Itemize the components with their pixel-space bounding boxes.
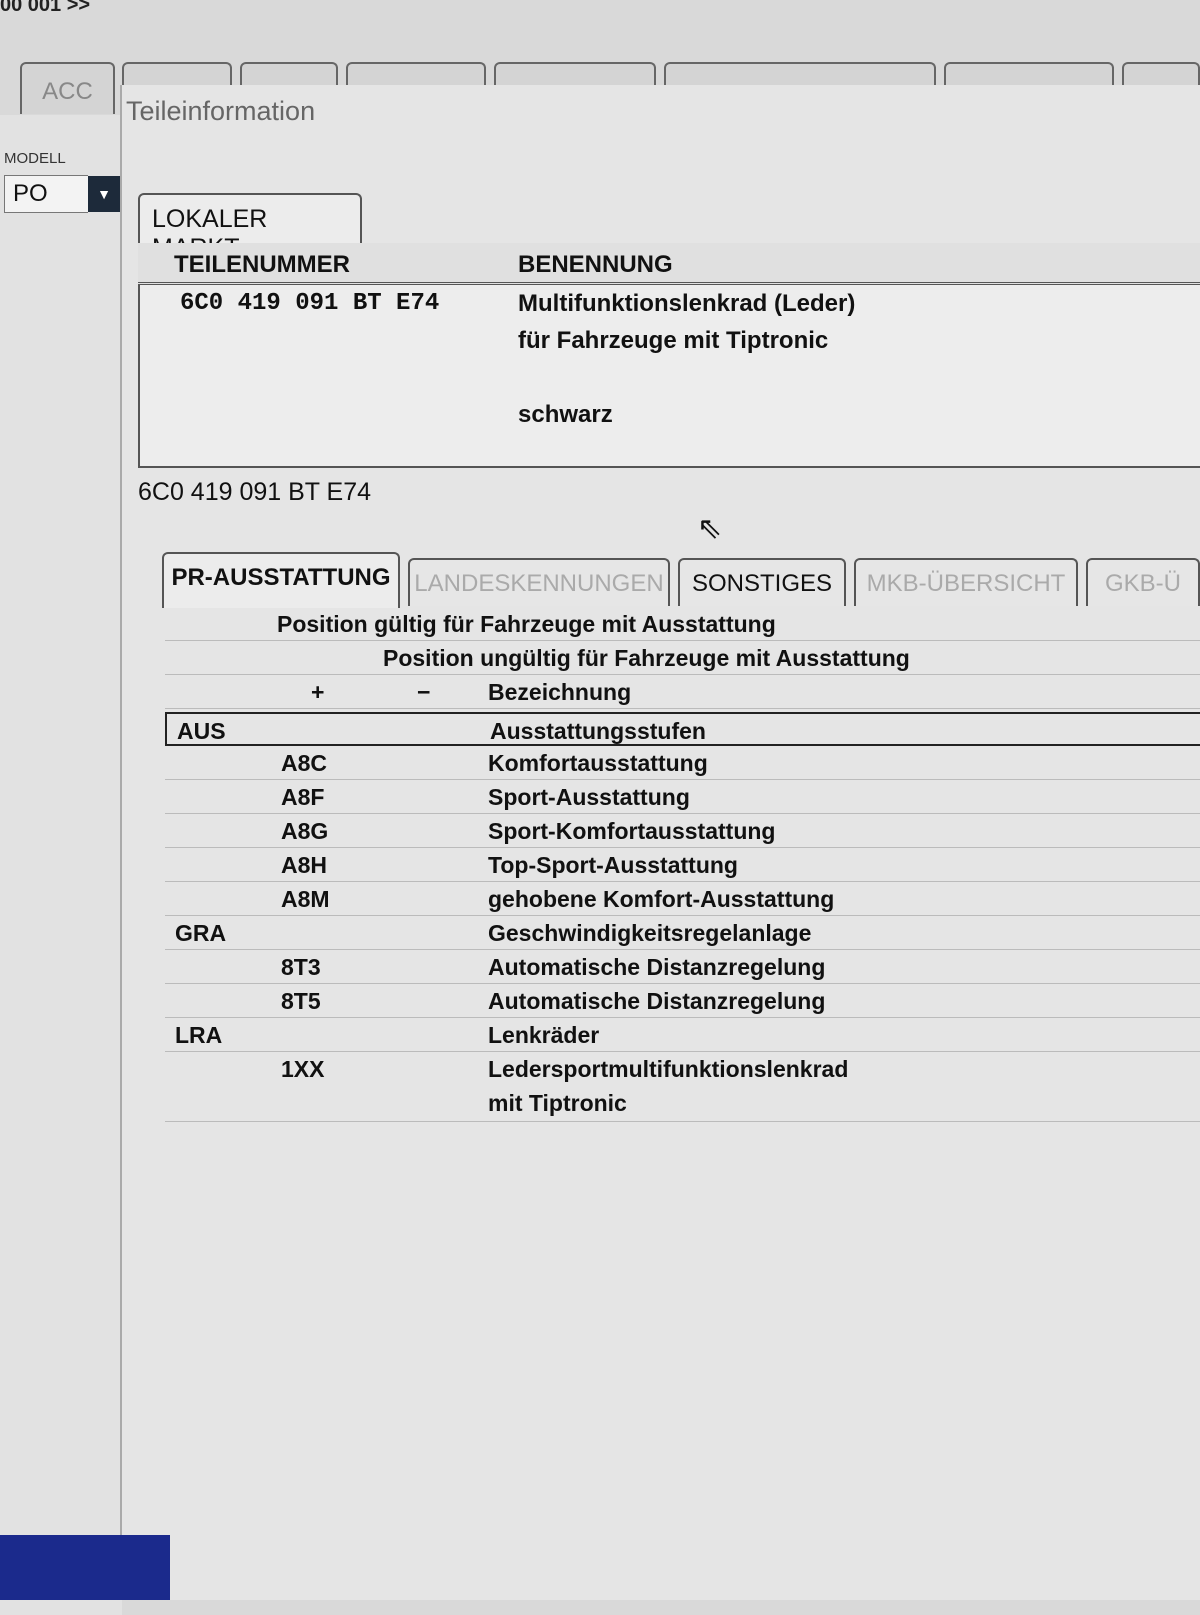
header-teilenummer: TEILENUMMER	[174, 251, 350, 278]
description: Lenkräder	[488, 1022, 600, 1048]
table-row[interactable]: LRA Lenkräder	[165, 1018, 1200, 1052]
pr-code: 1XX	[281, 1056, 325, 1082]
part-number-cell[interactable]: 6C0 419 091 BT E74	[180, 290, 440, 317]
left-panel	[0, 115, 122, 1615]
family-code: AUS	[177, 718, 226, 744]
tab-mkb-uebersicht[interactable]: MKB-ÜBERSICHT	[854, 558, 1078, 606]
taskbar	[0, 1535, 170, 1600]
table-row[interactable]: A8M gehobene Komfort-Ausstattung	[165, 882, 1200, 916]
description: Sport-Komfortausstattung	[488, 818, 776, 844]
table-row[interactable]: GRA Geschwindigkeitsregelanlage	[165, 916, 1200, 950]
tab-acc[interactable]: ACC	[20, 62, 115, 114]
table-row[interactable]: A8C Komfortausstattung	[165, 746, 1200, 780]
tab-pr-ausstattung[interactable]: PR-AUSSTATTUNG	[162, 552, 400, 608]
table-row[interactable]: AUS Ausstattungsstufen	[165, 712, 1200, 746]
chevron-down-icon[interactable]: ▼	[88, 176, 120, 212]
benennung-line: für Fahrzeuge mit Tiptronic	[518, 327, 829, 354]
modell-label: MODELL	[4, 150, 66, 167]
valid-label: Position gültig für Fahrzeuge mit Aussta…	[277, 611, 776, 637]
description: Top-Sport-Ausstattung	[488, 852, 738, 878]
description: gehobene Komfort-Ausstattung	[488, 886, 835, 912]
description: Automatische Distanzregelung	[488, 988, 826, 1014]
bezeichnung-header: Bezeichnung	[488, 679, 632, 705]
dialog-title: Teileinformation	[126, 96, 316, 126]
table-row[interactable]: 8T3 Automatische Distanzregelung	[165, 950, 1200, 984]
description: Geschwindigkeitsregelanlage	[488, 920, 812, 946]
valid-header-row: Position gültig für Fahrzeuge mit Aussta…	[165, 607, 1200, 641]
minus-header: −	[417, 679, 431, 705]
tab-landeskennungen[interactable]: LANDESKENNUNGEN	[408, 558, 670, 606]
description-line2: mit Tiptronic	[488, 1090, 627, 1116]
invalid-header-row: Position ungültig für Fahrzeuge mit Auss…	[165, 641, 1200, 675]
description: Automatische Distanzregelung	[488, 954, 826, 980]
pr-code: 8T5	[281, 988, 321, 1014]
plus-header: +	[311, 679, 325, 705]
table-row[interactable]: 1XX Ledersportmultifunktionslenkrad mit T…	[165, 1052, 1200, 1122]
pr-code: A8F	[281, 784, 325, 810]
tab-lokaler-markt[interactable]: LOKALER MARKT	[138, 193, 362, 262]
column-header-row: + − Bezeichnung	[165, 675, 1200, 709]
family-code: LRA	[175, 1022, 223, 1048]
table-header: TEILENUMMER BENENNUNG	[138, 243, 1200, 285]
family-code: GRA	[175, 920, 227, 946]
table-row[interactable]: 8T5 Automatische Distanzregelung	[165, 984, 1200, 1018]
breadcrumb-text: 00 001 >>	[0, 0, 91, 16]
description: Komfortausstattung	[488, 750, 708, 776]
description: Sport-Ausstattung	[488, 784, 690, 810]
benennung-line: schwarz	[518, 401, 613, 428]
tab-gkb[interactable]: GKB-Ü	[1086, 558, 1200, 606]
pr-code: 8T3	[281, 954, 321, 980]
table-row[interactable]: A8F Sport-Ausstattung	[165, 780, 1200, 814]
table-row[interactable]: A8H Top-Sport-Ausstattung	[165, 848, 1200, 882]
modell-select[interactable]: PO	[4, 175, 88, 213]
pr-code: A8H	[281, 852, 328, 878]
description: Ausstattungsstufen	[490, 718, 706, 744]
description: Ledersportmultifunktionslenkrad	[488, 1056, 849, 1082]
benennung-line: Multifunktionslenkrad (Leder)	[518, 290, 856, 317]
invalid-label: Position ungültig für Fahrzeuge mit Auss…	[383, 645, 910, 671]
mouse-cursor-icon: ⇖	[697, 512, 723, 545]
table-row[interactable]: A8G Sport-Komfortausstattung	[165, 814, 1200, 848]
selected-part-number: 6C0 419 091 BT E74	[138, 478, 372, 506]
tab-sonstiges[interactable]: SONSTIGES	[678, 558, 846, 606]
pr-code: A8M	[281, 886, 330, 912]
pr-code: A8C	[281, 750, 328, 776]
header-benennung: BENENNUNG	[518, 251, 673, 278]
pr-code: A8G	[281, 818, 329, 844]
